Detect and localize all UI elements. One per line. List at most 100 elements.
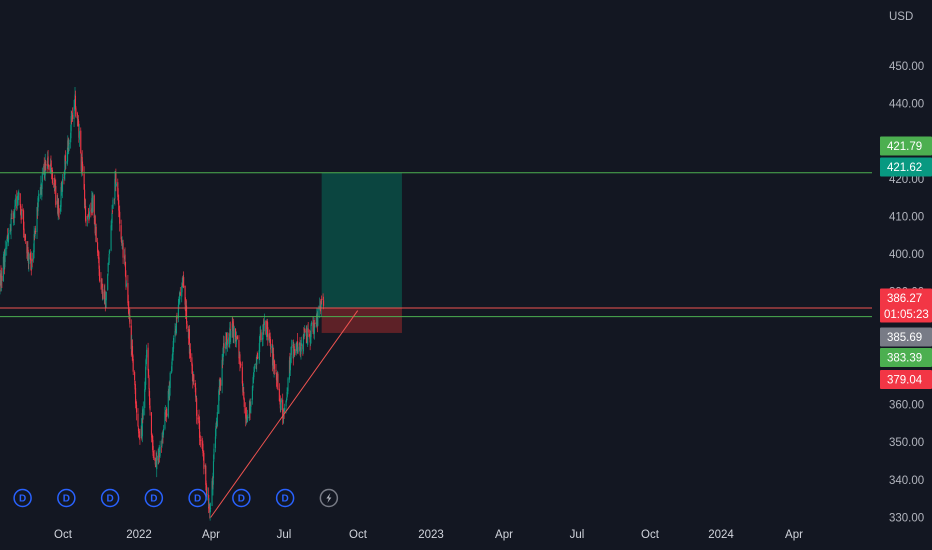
- candle-body: [293, 346, 295, 358]
- x-tick-label: Apr: [785, 529, 803, 541]
- candles: [0, 87, 325, 521]
- candle-body: [195, 387, 197, 398]
- candle-body: [196, 417, 198, 420]
- dividend-label: D: [150, 494, 157, 505]
- candle-body: [289, 358, 291, 371]
- candle-body: [68, 143, 70, 144]
- candle-body: [251, 386, 253, 400]
- candle-body: [310, 336, 312, 344]
- candle-body: [41, 183, 43, 197]
- price-tag-value: 379.04: [887, 375, 923, 387]
- dividend-marker[interactable]: D: [144, 488, 164, 508]
- candle-body: [119, 211, 121, 224]
- candle-body: [314, 322, 316, 325]
- candle-body: [169, 372, 171, 388]
- candle-body: [258, 350, 260, 358]
- candle-body: [278, 388, 280, 402]
- candle-body: [181, 283, 183, 288]
- candle-body: [165, 413, 167, 415]
- candle-body: [152, 439, 154, 453]
- candle-body: [297, 346, 299, 353]
- candle-body: [2, 256, 4, 282]
- dividend-marker[interactable]: D: [100, 488, 120, 508]
- y-tick-label: 420.00: [889, 174, 924, 186]
- dividend-marker[interactable]: D: [13, 488, 32, 508]
- candle-body: [100, 280, 102, 282]
- candle-body: [65, 161, 67, 163]
- candle-body: [125, 275, 127, 287]
- candle-body: [88, 211, 90, 219]
- candle-body: [201, 442, 203, 446]
- earnings-flash-icon[interactable]: [319, 488, 339, 508]
- candle-body: [13, 210, 15, 217]
- candle-body: [206, 489, 208, 495]
- candle-body: [220, 379, 222, 386]
- candle-body: [307, 328, 309, 345]
- candle-body: [70, 116, 72, 132]
- candle-body: [23, 236, 26, 238]
- x-tick-label: Apr: [495, 529, 513, 541]
- candle-body: [310, 324, 312, 338]
- candle-body: [236, 336, 239, 339]
- position-profit-zone[interactable]: [321, 172, 402, 308]
- candle-body: [230, 330, 232, 338]
- dividend-marker[interactable]: D: [275, 488, 295, 508]
- x-tick-label: 2023: [418, 529, 444, 541]
- candle-body: [82, 164, 84, 172]
- candle-body: [267, 327, 269, 341]
- candle-body: [262, 324, 264, 340]
- candle-body: [222, 347, 224, 362]
- candle-body: [49, 164, 52, 172]
- candle-body: [285, 400, 287, 407]
- candle-body: [317, 308, 319, 310]
- candle-body: [166, 413, 168, 416]
- candle-body: [50, 163, 52, 167]
- candle-body: [67, 138, 69, 150]
- currency-label: USD: [889, 11, 913, 23]
- candle-body: [235, 328, 237, 342]
- candle-body: [64, 155, 66, 165]
- candle-body: [55, 186, 57, 206]
- candle-body: [317, 310, 319, 326]
- candle-body: [290, 346, 292, 355]
- price-tag-value: 385.69: [887, 332, 922, 344]
- candle-body: [108, 263, 110, 265]
- candle-body: [7, 236, 9, 240]
- candle-body: [104, 290, 106, 300]
- candle-body: [160, 445, 163, 447]
- candle-body: [315, 322, 317, 324]
- candle-body: [241, 367, 243, 384]
- candle-body: [176, 315, 178, 320]
- dividend-marker[interactable]: D: [57, 488, 76, 508]
- candle-body: [215, 421, 217, 428]
- candle-body: [72, 114, 74, 119]
- position-loss-zone[interactable]: [321, 307, 402, 333]
- candle-body: [260, 330, 262, 333]
- candle-body: [162, 428, 165, 435]
- candle-body: [323, 300, 325, 306]
- candle-body: [164, 412, 166, 429]
- candle-body: [221, 359, 223, 386]
- candle-body: [148, 369, 150, 376]
- candle-body: [146, 349, 148, 358]
- candle-body: [73, 104, 76, 108]
- dividend-label: D: [106, 494, 113, 505]
- candle-body: [249, 406, 252, 411]
- candle-body: [29, 253, 31, 260]
- candle-body: [236, 336, 238, 342]
- candle-body: [184, 285, 186, 305]
- dividend-marker[interactable]: D: [232, 488, 251, 508]
- candle-body: [117, 196, 119, 201]
- candle-body: [293, 346, 295, 349]
- candle-body: [28, 253, 30, 265]
- candle-body: [139, 436, 141, 438]
- trendline[interactable]: [210, 310, 359, 518]
- candle-body: [145, 358, 147, 366]
- candle-body: [144, 389, 146, 408]
- candle-body: [10, 216, 13, 218]
- dividend-marker[interactable]: D: [188, 488, 207, 508]
- candle-body: [242, 383, 244, 393]
- candle-body: [61, 178, 64, 192]
- candle-body: [54, 177, 56, 188]
